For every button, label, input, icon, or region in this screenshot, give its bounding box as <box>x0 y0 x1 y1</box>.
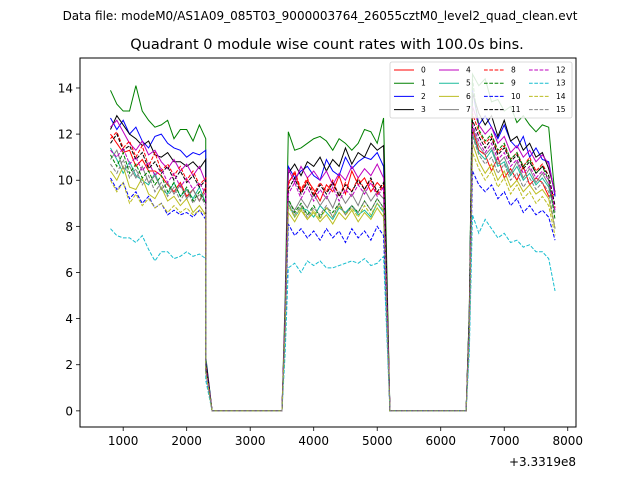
y-tick-label-14: 14 <box>58 81 73 95</box>
y-tick-label-0: 0 <box>65 404 73 418</box>
y-tick-label-4: 4 <box>65 312 73 326</box>
series-line-1 <box>110 72 556 412</box>
x-tick-label-7000: 7000 <box>489 434 520 448</box>
x-axis: 1000 2000 3000 4000 5000 6000 7000 8000 <box>108 427 583 448</box>
legend-label-4: 4 <box>466 66 471 75</box>
x-offset-label: +3.3319e8 <box>509 455 576 469</box>
legend-label-13: 13 <box>556 79 566 88</box>
x-tick-label-8000: 8000 <box>552 434 583 448</box>
legend-label-14: 14 <box>556 92 566 101</box>
x-tick-label-6000: 6000 <box>425 434 456 448</box>
series-line-9 <box>110 78 556 412</box>
series-line-8 <box>110 113 556 412</box>
series-line-12 <box>110 124 556 412</box>
series-line-13 <box>110 214 556 412</box>
legend-label-7: 7 <box>466 105 471 114</box>
x-tick-label-1000: 1000 <box>108 434 139 448</box>
legend-label-10: 10 <box>511 92 521 101</box>
y-tick-label-10: 10 <box>58 174 73 188</box>
x-tick-label-2000: 2000 <box>171 434 202 448</box>
legend-label-0: 0 <box>421 66 426 75</box>
legend-box <box>389 61 573 119</box>
suptitle: Data file: modeM0/AS1A09_085T03_90000037… <box>63 9 578 23</box>
y-tick-label-6: 6 <box>65 266 73 280</box>
legend-label-12: 12 <box>556 66 566 75</box>
series-lines <box>110 72 556 412</box>
y-tick-label-8: 8 <box>65 220 73 234</box>
series-line-10 <box>110 170 556 412</box>
series-line-2 <box>110 90 556 412</box>
legend-label-6: 6 <box>466 92 471 101</box>
legend-label-8: 8 <box>511 66 516 75</box>
legend-label-2: 2 <box>421 92 426 101</box>
chart-title: Quadrant 0 module wise count rates with … <box>130 37 524 53</box>
series-line-15 <box>110 136 556 412</box>
y-tick-label-2: 2 <box>65 358 73 372</box>
x-tick-label-4000: 4000 <box>298 434 329 448</box>
axes-frame <box>79 57 577 428</box>
series-line-7 <box>110 127 556 412</box>
legend-label-11: 11 <box>511 105 521 114</box>
x-tick-label-3000: 3000 <box>235 434 266 448</box>
series-line-6 <box>110 143 556 412</box>
y-tick-label-12: 12 <box>58 128 73 142</box>
series-line-0 <box>110 129 556 412</box>
legend-label-3: 3 <box>421 105 426 114</box>
legend-label-15: 15 <box>556 105 566 114</box>
series-line-11 <box>110 120 556 412</box>
y-axis: 0 2 4 6 8 10 12 14 <box>58 81 80 418</box>
legend-label-9: 9 <box>511 79 516 88</box>
legend-label-5: 5 <box>466 79 471 88</box>
series-line-4 <box>110 106 556 412</box>
plot-area: 1000 2000 3000 4000 5000 6000 7000 8000 0246810… <box>58 57 583 469</box>
legend-label-1: 1 <box>421 79 426 88</box>
x-tick-label-5000: 5000 <box>362 434 393 448</box>
